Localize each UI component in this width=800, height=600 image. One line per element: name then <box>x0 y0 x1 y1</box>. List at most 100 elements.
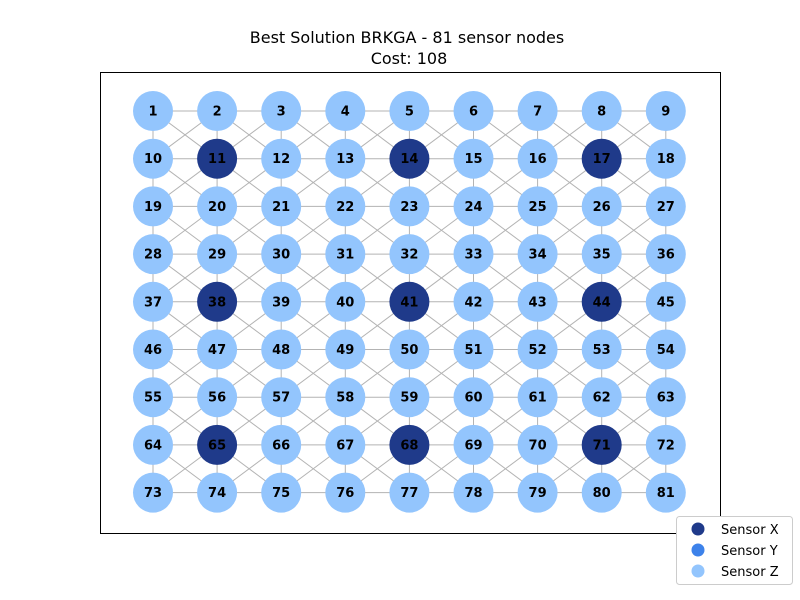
sensor-node-label: 23 <box>400 200 418 215</box>
sensor-node-9: 9 <box>645 91 686 131</box>
sensor-node-label: 57 <box>272 391 290 406</box>
sensor-node-label: 18 <box>657 152 675 167</box>
sensor-node-marker <box>453 186 494 227</box>
sensor-node-marker <box>389 281 430 322</box>
sensor-node-78: 78 <box>453 472 494 513</box>
sensor-node-1: 1 <box>133 91 173 131</box>
sensor-node-label: 43 <box>529 295 547 310</box>
sensor-node-label: 30 <box>272 248 290 263</box>
sensor-node-label: 28 <box>144 248 162 263</box>
sensor-node-marker <box>581 186 622 227</box>
sensor-node-31: 31 <box>325 234 366 275</box>
sensor-node-label: 52 <box>529 343 547 358</box>
sensor-node-7: 7 <box>517 91 558 131</box>
legend-marker-sensor-z <box>691 564 705 578</box>
sensor-node-34: 34 <box>517 234 558 275</box>
sensor-node-label: 8 <box>597 105 606 120</box>
sensor-node-marker <box>645 186 686 227</box>
sensor-node-4: 4 <box>325 91 366 131</box>
sensor-node-label: 46 <box>144 343 162 358</box>
sensor-node-label: 37 <box>144 295 162 310</box>
sensor-node-65: 65 <box>197 424 238 465</box>
sensor-node-label: 72 <box>657 438 675 453</box>
sensor-node-marker <box>325 138 366 179</box>
sensor-node-marker <box>517 281 558 322</box>
sensor-node-label: 13 <box>336 152 354 167</box>
sensor-node-label: 25 <box>529 200 547 215</box>
sensor-node-marker <box>197 424 238 465</box>
sensor-node-54: 54 <box>645 329 686 370</box>
sensor-node-47: 47 <box>197 329 238 370</box>
sensor-node-22: 22 <box>325 186 366 227</box>
sensor-node-label: 36 <box>657 248 675 263</box>
sensor-node-marker <box>389 138 430 179</box>
legend-marker-sensor-y <box>691 543 705 557</box>
legend-marker-sensor-x <box>691 522 705 536</box>
sensor-node-74: 74 <box>197 472 238 513</box>
sensor-node-36: 36 <box>645 234 686 275</box>
sensor-node-81: 81 <box>645 472 686 513</box>
sensor-node-marker <box>325 424 366 465</box>
sensor-node-marker <box>453 424 494 465</box>
sensor-node-12: 12 <box>261 138 302 179</box>
sensor-node-43: 43 <box>517 281 558 322</box>
sensor-node-37: 37 <box>133 281 173 322</box>
sensor-node-label: 81 <box>657 486 675 501</box>
sensor-node-marker <box>453 329 494 370</box>
sensor-node-label: 70 <box>529 438 547 453</box>
sensor-node-marker <box>581 138 622 179</box>
sensor-node-marker <box>261 281 302 322</box>
sensor-node-label: 35 <box>593 248 611 263</box>
sensor-node-marker <box>517 424 558 465</box>
sensor-node-marker <box>645 138 686 179</box>
sensor-node-42: 42 <box>453 281 494 322</box>
sensor-node-label: 15 <box>464 152 482 167</box>
sensor-node-75: 75 <box>261 472 302 513</box>
sensor-node-marker <box>325 281 366 322</box>
sensor-node-label: 76 <box>336 486 354 501</box>
sensor-node-marker <box>197 186 238 227</box>
sensor-node-2: 2 <box>197 91 238 131</box>
sensor-node-73: 73 <box>133 472 173 513</box>
sensor-node-30: 30 <box>261 234 302 275</box>
sensor-node-marker <box>517 138 558 179</box>
sensor-node-35: 35 <box>581 234 622 275</box>
sensor-node-marker <box>581 91 622 131</box>
sensor-node-label: 68 <box>400 438 418 453</box>
sensor-node-label: 60 <box>464 391 482 406</box>
sensor-node-63: 63 <box>645 377 686 418</box>
legend-label-sensor-z: Sensor Z <box>721 565 779 580</box>
sensor-node-label: 58 <box>336 391 354 406</box>
sensor-node-marker <box>517 234 558 275</box>
sensor-node-marker <box>389 91 430 131</box>
sensor-node-marker <box>197 377 238 418</box>
sensor-node-marker <box>197 138 238 179</box>
sensor-node-69: 69 <box>453 424 494 465</box>
sensor-node-marker <box>645 424 686 465</box>
sensor-node-marker <box>325 91 366 131</box>
sensor-node-label: 42 <box>464 295 482 310</box>
sensor-node-label: 22 <box>336 200 354 215</box>
sensor-node-label: 39 <box>272 295 290 310</box>
sensor-node-marker <box>581 234 622 275</box>
sensor-node-marker <box>261 472 302 513</box>
sensor-node-marker <box>261 329 302 370</box>
sensor-node-label: 41 <box>400 295 418 310</box>
sensor-node-marker <box>389 472 430 513</box>
sensor-node-55: 55 <box>133 377 173 418</box>
sensor-node-20: 20 <box>197 186 238 227</box>
sensor-node-marker <box>389 329 430 370</box>
chart-subtitle-cost: Cost: 108 <box>371 49 448 68</box>
sensor-node-marker <box>261 377 302 418</box>
sensor-node-40: 40 <box>325 281 366 322</box>
sensor-node-26: 26 <box>581 186 622 227</box>
sensor-node-label: 40 <box>336 295 354 310</box>
sensor-node-marker <box>197 91 238 131</box>
sensor-node-label: 73 <box>144 486 162 501</box>
sensor-node-label: 24 <box>464 200 482 215</box>
sensor-node-10: 10 <box>133 138 173 179</box>
sensor-node-21: 21 <box>261 186 302 227</box>
sensor-node-label: 20 <box>208 200 226 215</box>
sensor-node-label: 16 <box>529 152 547 167</box>
